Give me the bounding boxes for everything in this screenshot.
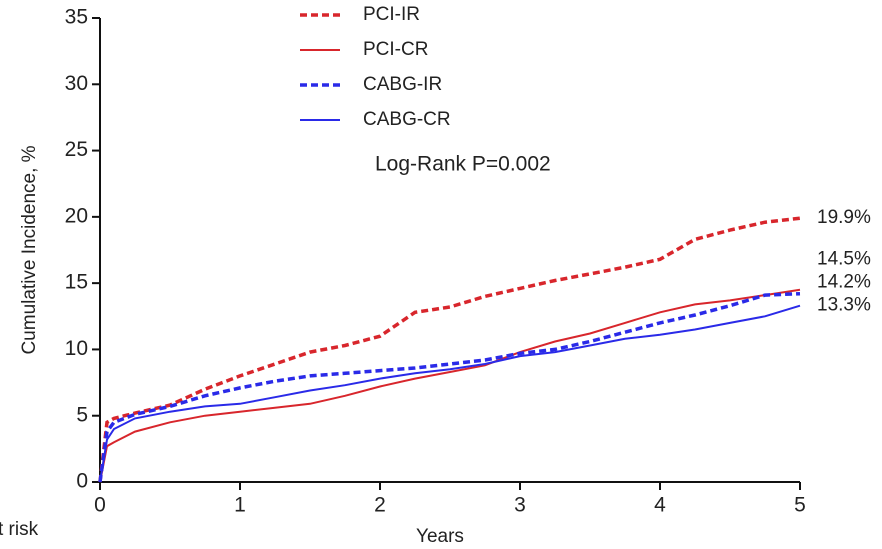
legend-label: CABG-IR (363, 74, 442, 95)
series-line (99, 288, 801, 483)
y-tick-label: 20 (65, 204, 88, 227)
y-tick-label: 10 (65, 337, 88, 360)
y-tick-label: 5 (76, 403, 88, 426)
x-tick-label: 5 (794, 494, 806, 517)
legend-label: CABG-CR (363, 109, 451, 130)
y-tick-label: 25 (65, 138, 88, 161)
series-line (98, 291, 801, 483)
end-label: 14.2% (817, 272, 871, 293)
y-tick-label: 35 (65, 6, 88, 29)
x-tick-label: 1 (234, 494, 246, 517)
x-tick-label: 4 (654, 494, 666, 517)
x-tick-label: 2 (374, 494, 386, 517)
y-axis-label: Cumulative Incidence, % (19, 145, 40, 354)
end-label: 19.9% (817, 207, 871, 228)
x-axis-label: Years (416, 526, 464, 547)
annotation: Log-Rank P=0.002 (375, 153, 551, 176)
side-text: t risk (0, 519, 39, 540)
end-label: 14.5% (817, 249, 871, 270)
legend-label: PCI-IR (363, 4, 420, 25)
series-line (98, 216, 801, 483)
y-tick-label: 0 (76, 470, 88, 493)
series-line (99, 304, 801, 483)
legend-label: PCI-CR (363, 39, 428, 60)
x-tick-label: 0 (94, 494, 106, 517)
y-tick-label: 15 (65, 271, 88, 294)
y-tick-label: 30 (65, 72, 88, 95)
end-label: 13.3% (817, 295, 871, 316)
x-tick-label: 3 (514, 494, 526, 517)
